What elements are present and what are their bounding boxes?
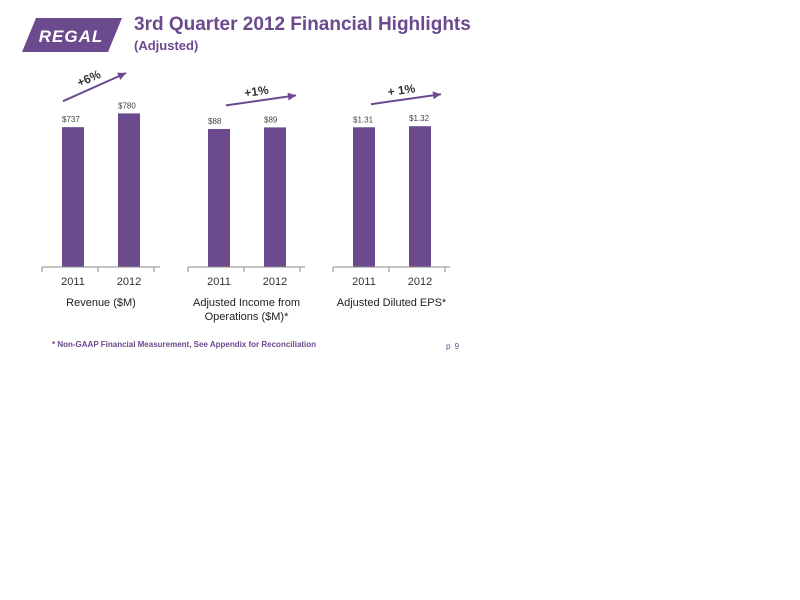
regal-logo: REGAL bbox=[22, 16, 122, 54]
growth-arrow-head bbox=[287, 92, 296, 101]
x-tick-label: 2011 bbox=[61, 276, 85, 288]
bar-2012 bbox=[409, 126, 431, 267]
x-tick-label: 2012 bbox=[117, 276, 141, 288]
bar-2011 bbox=[353, 127, 375, 268]
data-label: $737 bbox=[62, 115, 80, 124]
x-tick-label: 2012 bbox=[263, 276, 287, 288]
growth-arrow bbox=[370, 93, 442, 106]
charts-area: $737 2011 $780 2012 +6% Revenue ($M) $88 2011 $8… bbox=[0, 60, 480, 340]
data-label: $780 bbox=[118, 101, 136, 110]
bar-2012 bbox=[118, 113, 140, 268]
x-tick-label: 2012 bbox=[408, 276, 432, 288]
change-label: +6% bbox=[75, 67, 103, 90]
data-label: $89 bbox=[264, 115, 278, 124]
change-label: + 1% bbox=[387, 81, 417, 99]
change-label: +1% bbox=[243, 83, 269, 100]
x-tick-label: 2011 bbox=[207, 276, 231, 288]
growth-arrow-head bbox=[432, 91, 441, 100]
data-label: $1.32 bbox=[409, 114, 430, 123]
bar-2012 bbox=[264, 127, 286, 268]
bar-2011 bbox=[62, 127, 84, 267]
page-subtitle: (Adjusted) bbox=[134, 38, 199, 53]
chart-title: Adjusted Income from bbox=[193, 297, 300, 309]
data-label: $88 bbox=[208, 117, 222, 126]
bar-2011 bbox=[208, 128, 230, 267]
chart-title: Adjusted Diluted EPS* bbox=[337, 297, 447, 309]
chart-title: Operations ($M)* bbox=[205, 311, 289, 323]
bar-charts: $737 2011 $780 2012 +6% Revenue ($M) $88 2011 $8… bbox=[41, 67, 450, 323]
growth-arrow bbox=[225, 94, 297, 107]
page-title: 3rd Quarter 2012 Financial Highlights bbox=[134, 14, 471, 35]
logo-text: REGAL bbox=[39, 27, 104, 46]
growth-arrow-head bbox=[117, 72, 126, 80]
growth-arrow bbox=[62, 72, 127, 103]
footnote: * Non-GAAP Financial Measurement, See Ap… bbox=[52, 340, 317, 349]
logo-parallelogram bbox=[22, 18, 122, 52]
x-tick-label: 2011 bbox=[352, 276, 376, 288]
data-label: $1.31 bbox=[353, 115, 374, 124]
page-number: p 9 bbox=[446, 342, 461, 351]
chart-title: Revenue ($M) bbox=[66, 297, 136, 309]
